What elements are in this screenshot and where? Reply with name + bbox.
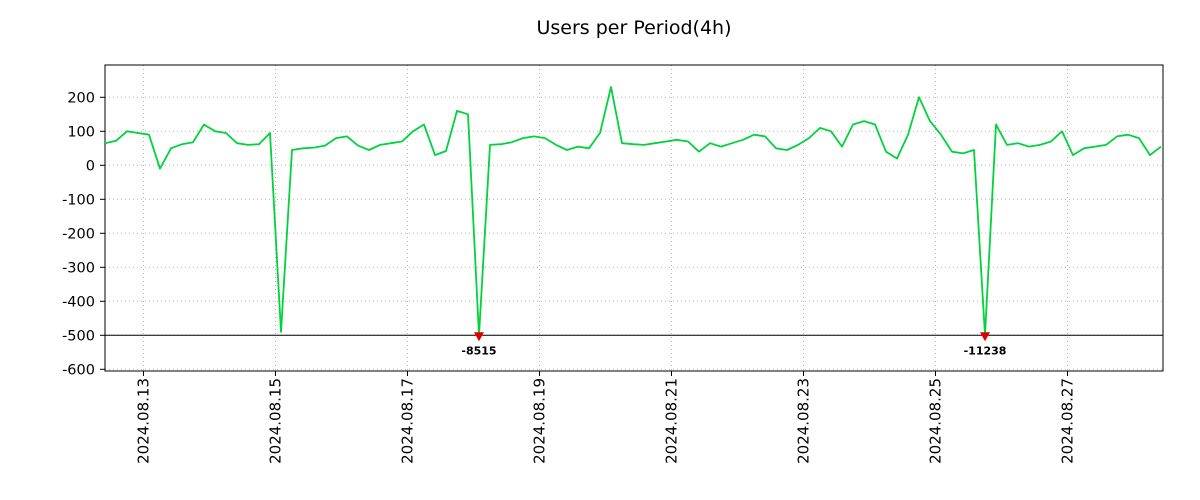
chart-title: Users per Period(4h) xyxy=(536,17,732,39)
x-tick-label: 2024.08.27 xyxy=(1058,378,1076,464)
series-line xyxy=(104,86,1162,337)
x-tick-label: 2024.08.17 xyxy=(398,378,416,464)
y-tick-label: -300 xyxy=(62,260,95,276)
clip-marker-icon xyxy=(980,332,991,342)
y-tick-label: -100 xyxy=(62,192,95,208)
plot-border xyxy=(104,64,1164,372)
clip-marker-label: -8515 xyxy=(461,344,496,357)
y-tick-label: -400 xyxy=(62,294,95,310)
clip-marker-label: -11238 xyxy=(964,344,1007,357)
y-tick-label: -500 xyxy=(62,328,95,344)
x-tick-label: 2024.08.21 xyxy=(662,378,680,464)
clip-marker-icon xyxy=(474,332,485,342)
x-tick-label: 2024.08.19 xyxy=(530,378,548,464)
x-tick-label: 2024.08.13 xyxy=(134,378,152,464)
x-tick-label: 2024.08.15 xyxy=(266,378,284,464)
y-tick-label: 0 xyxy=(86,158,95,174)
x-tick-label: 2024.08.23 xyxy=(794,378,812,464)
y-tick-label: -200 xyxy=(62,226,95,242)
y-tick-label: -600 xyxy=(62,362,95,378)
y-tick-label: 200 xyxy=(67,90,95,106)
y-tick-label: 100 xyxy=(67,124,95,140)
x-tick-label: 2024.08.25 xyxy=(926,378,944,464)
